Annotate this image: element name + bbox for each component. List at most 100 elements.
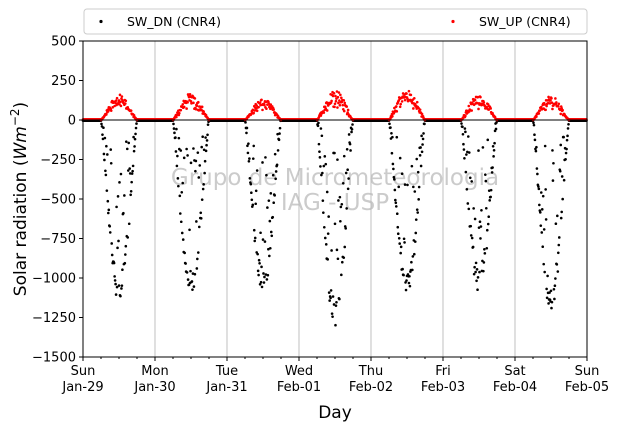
sw-dn-point bbox=[201, 135, 204, 139]
sw-up-point bbox=[263, 103, 266, 107]
x-tick-label-date: Feb-05 bbox=[565, 380, 609, 395]
sw-up-point bbox=[420, 112, 424, 116]
sw-dn-point bbox=[412, 252, 416, 256]
sw-dn-point bbox=[474, 261, 478, 265]
sw-dn-point bbox=[266, 273, 270, 277]
sw-dn-point bbox=[272, 201, 276, 205]
y-axis-title-exp: −2 bbox=[8, 108, 22, 126]
sw-dn-point bbox=[110, 253, 114, 257]
sw-up-point bbox=[479, 95, 482, 99]
sw-dn-point bbox=[192, 147, 195, 150]
sw-up-point bbox=[342, 99, 346, 102]
sw-up-point bbox=[394, 105, 398, 108]
sw-dn-point bbox=[178, 194, 182, 198]
sw-dn-point bbox=[173, 131, 176, 135]
x-tick-label-day: Sat bbox=[504, 364, 525, 379]
sw-dn-point bbox=[189, 269, 192, 273]
sw-up-point bbox=[322, 111, 326, 114]
sw-dn-point bbox=[116, 246, 119, 250]
sw-dn-point bbox=[116, 195, 120, 198]
y-tick-label: 0 bbox=[68, 114, 76, 129]
sw-up-point bbox=[200, 105, 204, 109]
sw-dn-point bbox=[481, 146, 485, 149]
sw-dn-point bbox=[270, 234, 274, 238]
sw-dn-point bbox=[472, 272, 476, 276]
sw-dn-point bbox=[548, 291, 551, 294]
sw-up-point bbox=[395, 110, 399, 113]
sw-dn-point bbox=[262, 281, 266, 284]
sw-dn-point bbox=[182, 156, 186, 160]
sw-dn-point bbox=[103, 158, 106, 162]
sw-dn-point bbox=[557, 236, 561, 239]
sw-dn-point bbox=[484, 173, 487, 176]
sw-dn-point bbox=[266, 206, 269, 209]
sw-dn-point bbox=[343, 225, 347, 228]
x-tick-label-day: Sun bbox=[71, 364, 96, 379]
sw-dn-point bbox=[344, 227, 348, 230]
sw-dn-point bbox=[133, 137, 137, 141]
legend: SW_DN (CNR4) SW_UP (CNR4) bbox=[83, 8, 588, 35]
sw-dn-point bbox=[344, 171, 348, 175]
sw-dn-point bbox=[389, 126, 392, 129]
sw-dn-point bbox=[484, 206, 488, 210]
sw-dn-point bbox=[331, 315, 334, 318]
sw-dn-point bbox=[339, 205, 343, 209]
sw-dn-point bbox=[347, 133, 351, 136]
sw-dn-point bbox=[413, 190, 417, 193]
sw-dn-point bbox=[391, 162, 395, 166]
sw-dn-point bbox=[396, 225, 400, 229]
sw-dn-point bbox=[318, 156, 322, 159]
sw-dn-point bbox=[275, 163, 279, 167]
watermark-line-1: Grupo de Micrometeorologia bbox=[171, 165, 499, 191]
sw-up-point bbox=[272, 108, 276, 111]
sw-dn-point bbox=[464, 130, 467, 134]
sw-dn-point bbox=[393, 188, 397, 192]
sw-dn-point bbox=[403, 183, 407, 186]
sw-dn-point bbox=[106, 153, 109, 156]
sw-dn-point bbox=[340, 260, 344, 264]
sw-dn-point bbox=[556, 270, 560, 273]
sw-dn-point bbox=[329, 289, 333, 292]
sw-dn-point bbox=[489, 188, 493, 192]
sw-dn-point bbox=[461, 132, 465, 136]
sw-dn-point bbox=[395, 135, 399, 139]
sw-dn-point bbox=[264, 156, 267, 159]
sw-dn-point bbox=[251, 157, 255, 160]
sw-dn-point bbox=[462, 142, 465, 146]
sw-up-point bbox=[555, 101, 558, 104]
sw-dn-point bbox=[112, 261, 116, 265]
sw-up-point bbox=[535, 115, 538, 118]
sw-up-point bbox=[335, 90, 339, 93]
sw-dn-point bbox=[416, 211, 420, 214]
sw-dn-point bbox=[415, 157, 419, 161]
sw-dn-point bbox=[533, 133, 536, 136]
sw-dn-point bbox=[485, 228, 489, 232]
sw-up-point bbox=[486, 103, 490, 106]
sw-up-point bbox=[403, 98, 407, 102]
sw-dn-point bbox=[537, 185, 540, 188]
sw-dn-point bbox=[269, 230, 273, 234]
sw-dn-point bbox=[193, 272, 197, 276]
sw-dn-point bbox=[346, 187, 350, 191]
sw-dn-point bbox=[325, 190, 329, 194]
x-tick-label-day: Sun bbox=[575, 364, 600, 379]
x-axis-title: Day bbox=[318, 403, 352, 423]
sw-dn-point bbox=[271, 173, 275, 177]
sw-up-point bbox=[412, 96, 416, 100]
sw-dn-point bbox=[267, 199, 271, 202]
sw-dn-point bbox=[256, 252, 259, 256]
sw-dn-point bbox=[322, 211, 325, 214]
sw-dn-point bbox=[461, 125, 464, 129]
sw-dn-point bbox=[101, 133, 104, 136]
sw-dn-point bbox=[276, 149, 280, 152]
sw-dn-point bbox=[543, 144, 547, 148]
sw-dn-point bbox=[117, 284, 121, 287]
sw-dn-point bbox=[555, 263, 559, 266]
sw-dn-point bbox=[253, 239, 257, 243]
sw-up-point bbox=[178, 111, 181, 115]
sw-up-point bbox=[407, 89, 411, 93]
sw-dn-point bbox=[252, 144, 256, 148]
sw-up-point bbox=[115, 96, 119, 100]
sw-up-point bbox=[253, 109, 257, 112]
sw-dn-point bbox=[185, 271, 189, 274]
